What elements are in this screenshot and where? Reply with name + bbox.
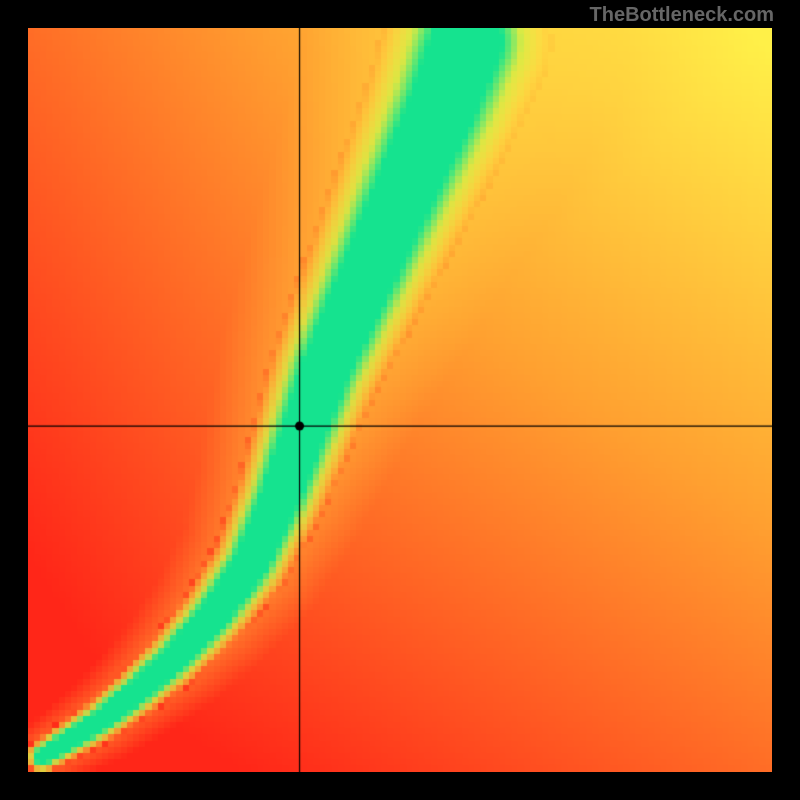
heatmap-canvas (28, 28, 772, 772)
chart-container: TheBottleneck.com (0, 0, 800, 800)
watermark-text: TheBottleneck.com (590, 4, 774, 27)
